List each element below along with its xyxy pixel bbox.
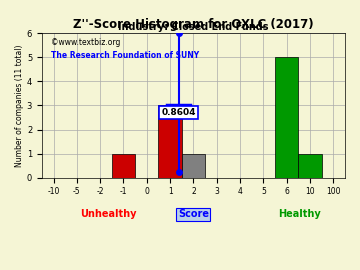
Bar (298, 154, 322, 178)
Bar (275, 57, 298, 178)
Y-axis label: Number of companies (11 total): Number of companies (11 total) (15, 44, 24, 167)
Text: The Research Foundation of SUNY: The Research Foundation of SUNY (51, 50, 199, 60)
Text: ©www.textbiz.org: ©www.textbiz.org (51, 38, 120, 47)
Text: Healthy: Healthy (278, 210, 321, 220)
Title: Z''-Score Histogram for OXLC (2017): Z''-Score Histogram for OXLC (2017) (73, 18, 314, 31)
Text: Unhealthy: Unhealthy (80, 210, 137, 220)
Text: Industry: Closed End Funds: Industry: Closed End Funds (118, 22, 269, 32)
Bar (158, 106, 182, 178)
Bar (112, 154, 135, 178)
Text: Score: Score (178, 210, 209, 220)
Text: 0.8604: 0.8604 (161, 108, 196, 117)
Bar (182, 154, 205, 178)
